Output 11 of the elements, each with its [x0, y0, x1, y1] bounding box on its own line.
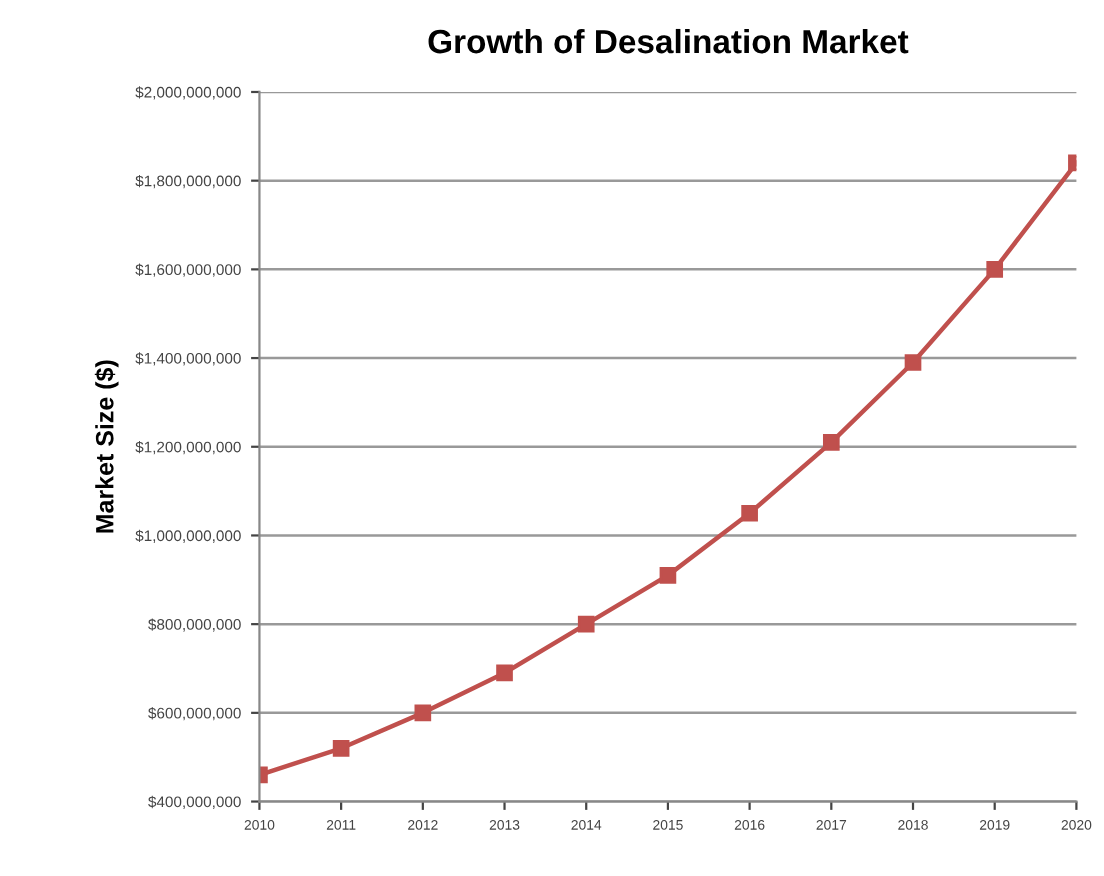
- point: [414, 704, 432, 722]
- point: [741, 504, 758, 522]
- y-axis-title: Market Size ($): [94, 360, 119, 533]
- point: [822, 433, 840, 451]
- chart-title: Growth of Desalination Market: [428, 28, 909, 54]
- point: [577, 615, 595, 633]
- point: [332, 739, 350, 757]
- point: [904, 354, 922, 371]
- point: [496, 664, 513, 682]
- point: [659, 567, 677, 584]
- point: [986, 261, 1004, 278]
